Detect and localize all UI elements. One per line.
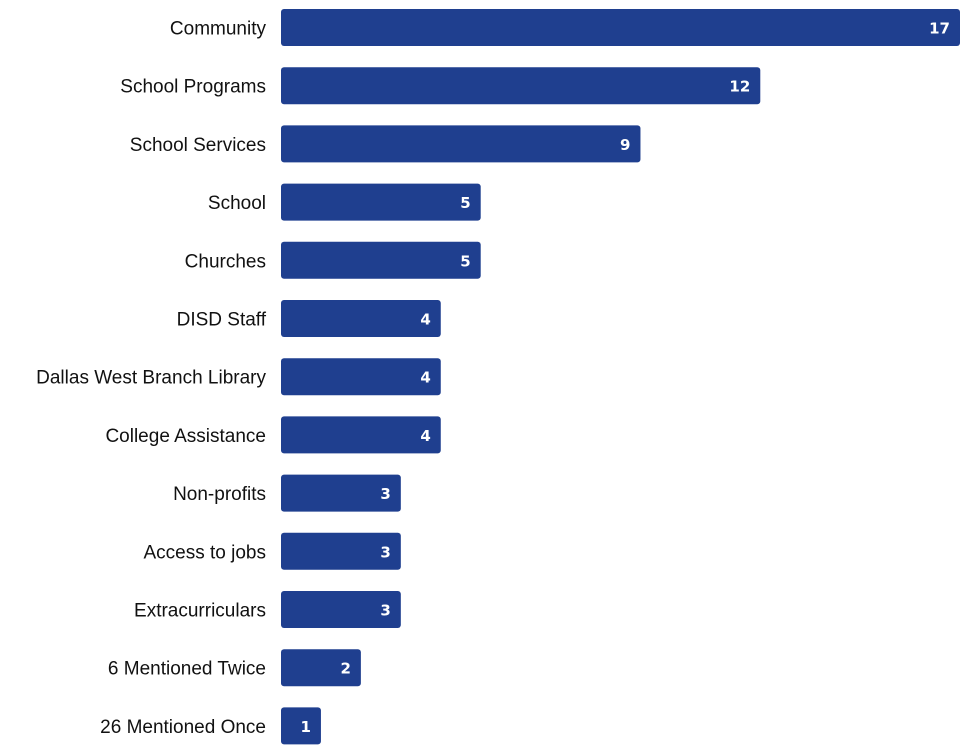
bar (281, 300, 441, 337)
bar (281, 591, 401, 628)
category-label: Extracurriculars (134, 601, 266, 622)
value-label: 17 (929, 20, 950, 38)
value-label: 3 (380, 602, 390, 620)
value-label: 5 (460, 194, 470, 212)
category-label: Dallas West Branch Library (36, 368, 266, 389)
category-label: School (208, 193, 266, 214)
bars (281, 9, 960, 745)
value-label: 9 (620, 136, 630, 154)
value-label: 4 (420, 427, 430, 445)
category-label: School Services (130, 135, 266, 156)
value-label: 4 (420, 311, 430, 329)
bar (281, 67, 761, 105)
bar (281, 649, 361, 687)
bar (281, 707, 321, 745)
value-label: 3 (380, 485, 390, 503)
category-label: DISD Staff (177, 310, 267, 331)
category-label: College Assistance (105, 426, 266, 447)
category-label: Churches (185, 251, 266, 272)
value-label: 12 (729, 78, 750, 96)
value-label: 3 (380, 543, 390, 561)
category-label: Access to jobs (144, 542, 267, 563)
category-label: School Programs (120, 77, 266, 98)
bar (281, 241, 481, 279)
value-label: 2 (340, 660, 350, 678)
bar (281, 416, 441, 454)
category-label: Non-profits (173, 484, 266, 505)
data-labels: 17 12 9 5 5 4 4 4 3 3 3 2 1 (301, 20, 950, 736)
bar (281, 183, 481, 221)
bar (281, 9, 960, 46)
bar (281, 358, 441, 396)
bar (281, 474, 401, 512)
bar (281, 532, 401, 570)
value-label: 1 (301, 718, 311, 736)
category-label: 26 Mentioned Once (100, 717, 266, 738)
value-label: 4 (420, 369, 430, 387)
category-label: 6 Mentioned Twice (108, 659, 266, 680)
value-label: 5 (460, 252, 470, 270)
category-labels: Community School Programs School Services S… (36, 19, 267, 738)
category-label: Community (170, 19, 267, 40)
bar (281, 125, 641, 163)
